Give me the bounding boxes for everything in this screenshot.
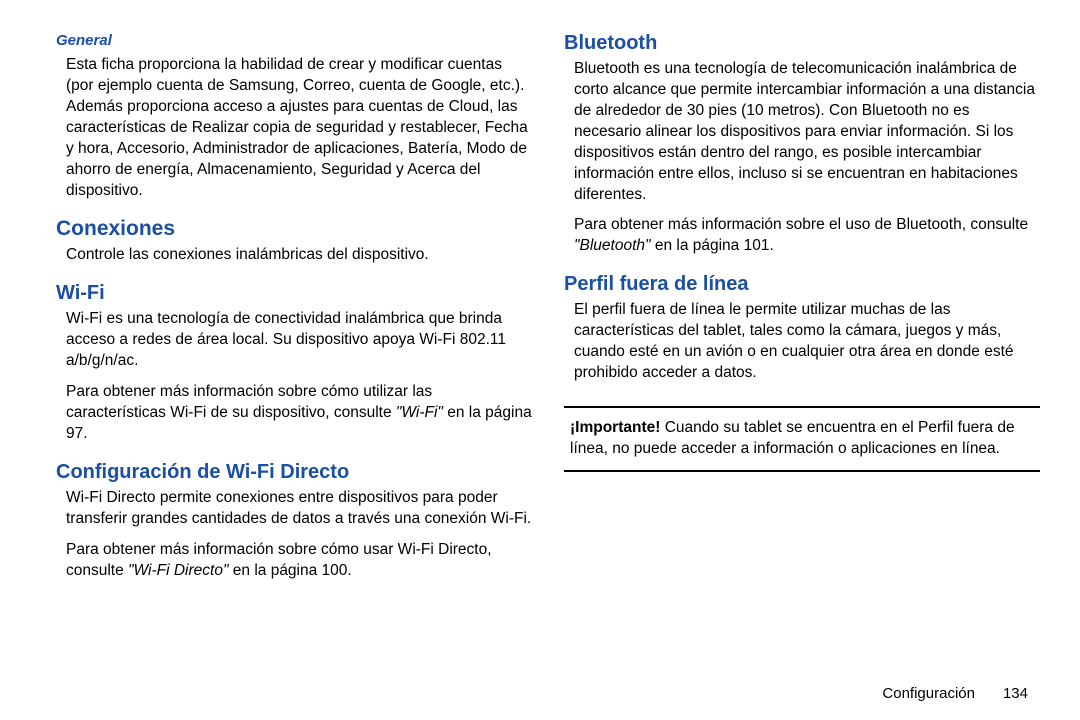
ref-wifi: "Wi-Fi" xyxy=(396,404,443,421)
text-bt-2a: Para obtener más información sobre el us… xyxy=(574,216,1028,233)
heading-bluetooth: Bluetooth xyxy=(564,32,1040,55)
para-wifi-1: Wi-Fi es una tecnología de conectividad … xyxy=(56,309,532,372)
important-note-box: ¡Importante! Cuando su tablet se encuent… xyxy=(564,402,1040,476)
right-column: Bluetooth Bluetooth es una tecnología de… xyxy=(564,32,1040,700)
heading-wifi: Wi-Fi xyxy=(56,282,532,305)
heading-conexiones: Conexiones xyxy=(56,217,532,241)
note-label: ¡Importante! xyxy=(570,419,665,436)
page-footer: Configuración 134 xyxy=(882,685,1028,702)
para-bluetooth-2: Para obtener más información sobre el us… xyxy=(564,215,1040,257)
para-conexiones: Controle las conexiones inalámbricas del… xyxy=(56,245,532,266)
heading-offline-profile: Perfil fuera de línea xyxy=(564,273,1040,296)
heading-wifidirect: Configuración de Wi-Fi Directo xyxy=(56,461,532,484)
note-rule-bottom xyxy=(564,470,1040,472)
note-rule-top xyxy=(564,406,1040,408)
ref-wifidirect: "Wi-Fi Directo" xyxy=(128,562,228,579)
para-wifi-2: Para obtener más información sobre cómo … xyxy=(56,382,532,445)
left-column: General Esta ficha proporciona la habili… xyxy=(56,32,532,700)
ref-bluetooth: "Bluetooth" xyxy=(574,237,651,254)
para-general: Esta ficha proporciona la habilidad de c… xyxy=(56,55,532,201)
text-wifidir-2b: en la página 100. xyxy=(228,562,351,579)
para-offline: El perfil fuera de línea le permite util… xyxy=(564,300,1040,384)
para-bluetooth-1: Bluetooth es una tecnología de telecomun… xyxy=(564,59,1040,205)
text-wifi-2a: Para obtener más información sobre cómo … xyxy=(66,383,432,421)
heading-general: General xyxy=(56,32,532,49)
footer-chapter: Configuración xyxy=(882,685,975,702)
footer-pagenum: 134 xyxy=(1003,685,1028,702)
manual-page: General Esta ficha proporciona la habili… xyxy=(0,0,1080,720)
para-wifidirect-1: Wi-Fi Directo permite conexiones entre d… xyxy=(56,488,532,530)
para-wifidirect-2: Para obtener más información sobre cómo … xyxy=(56,540,532,582)
text-bt-2b: en la página 101. xyxy=(651,237,774,254)
